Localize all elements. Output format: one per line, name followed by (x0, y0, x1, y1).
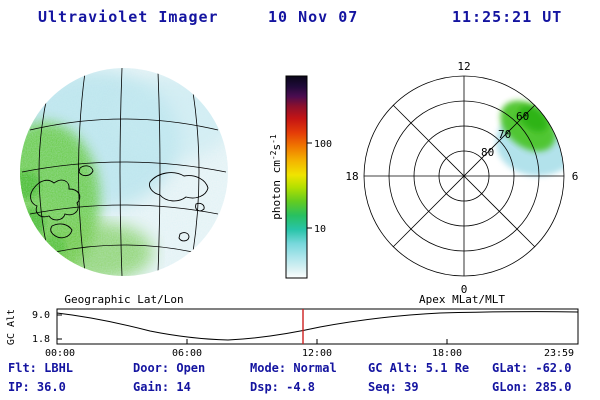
disk-panel-caption: Geographic Lat/Lon (64, 293, 183, 306)
mlt-label-18: 18 (345, 170, 358, 183)
colorbar-units-mid: s (270, 144, 283, 151)
status-glon: GLon: 285.0 (492, 380, 571, 394)
altitude-ylabel: GC Alt (6, 309, 17, 345)
mlat-label-80: 80 (481, 146, 494, 159)
polar-aurora-bright-core (518, 106, 548, 132)
mlat-label-70: 70 (498, 128, 511, 141)
xtick-2359: 23:59 (544, 348, 574, 359)
xtick-1800: 18:00 (432, 348, 462, 359)
colorbar-units-sup1: -2 (269, 150, 278, 160)
time-readout: 11:25:21 UT (452, 8, 562, 26)
instrument-title: Ultraviolet Imager (38, 8, 219, 26)
mlt-label-12: 12 (457, 60, 470, 73)
status-mode: Mode: Normal (250, 361, 337, 375)
xtick-1200: 12:00 (302, 348, 332, 359)
mlat-label-60: 60 (516, 110, 529, 123)
status-dsp: Dsp: -4.8 (250, 380, 315, 394)
geographic-grid (21, 68, 227, 276)
colorbar-gradient (285, 75, 308, 279)
altitude-curve (56, 311, 579, 341)
status-flt: Flt: LBHL (8, 361, 73, 375)
xtick-0600: 06:00 (172, 348, 202, 359)
colorbar-units-sup2: -1 (269, 134, 278, 144)
ytick-9: 9.0 (32, 310, 50, 321)
altitude-strip-chart: GC Alt 9.0 1.8 00:00 06:00 12:00 18:00 2… (6, 308, 579, 359)
status-ip: IP: 36.0 (8, 380, 66, 394)
status-door: Door: Open (133, 361, 205, 375)
colorbar-units-label: photon cm-2s-1 (269, 134, 283, 220)
polar-grid (363, 75, 565, 277)
speckle-noise-overlay (20, 68, 228, 276)
xtick-0000: 00:00 (45, 348, 75, 359)
ytick-1-8: 1.8 (32, 334, 50, 345)
status-glat: GLat: -62.0 (492, 361, 571, 375)
colorbar-tick-100: 100 (314, 139, 332, 150)
status-seq: Seq: 39 (368, 380, 419, 394)
polar-panel-caption: Apex MLat/MLT (419, 293, 505, 306)
colorbar: 100 10 photon cm-2s-1 (269, 75, 332, 279)
altitude-plot-frame (56, 308, 579, 345)
colorbar-units-main: photon cm (270, 160, 283, 220)
status-gain: Gain: 14 (133, 380, 191, 394)
colorbar-tick-10: 10 (314, 224, 326, 235)
coastline-overlay (30, 165, 209, 242)
status-readouts: Flt: LBHL Door: Open Mode: Normal GC Alt… (8, 361, 571, 394)
polar-plot: 12 18 0 6 80 70 60 (345, 60, 579, 296)
mlt-label-0: 0 (461, 283, 468, 296)
date-readout: 10 Nov 07 (268, 8, 358, 26)
uv-disk-image (20, 68, 228, 276)
status-gcalt: GC Alt: 5.1 Re (368, 361, 469, 375)
mlt-label-6: 6 (572, 170, 579, 183)
